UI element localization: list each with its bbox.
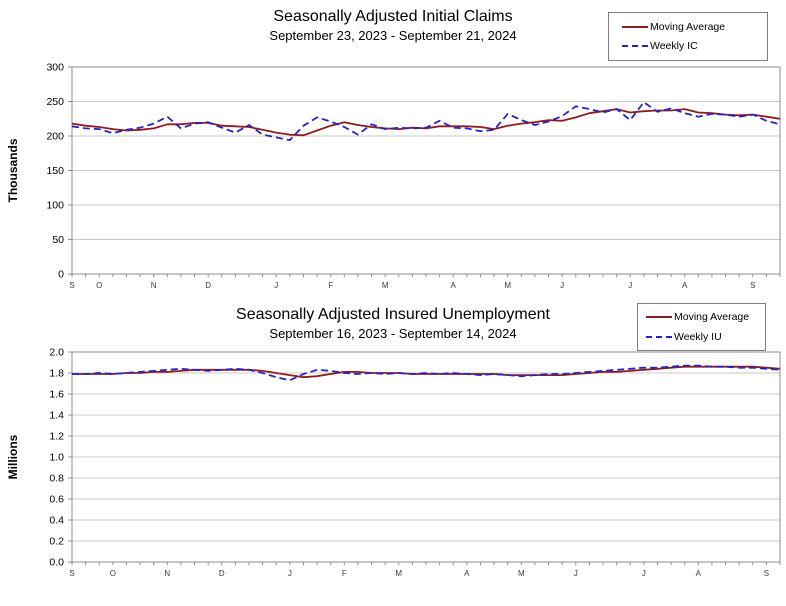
legend-label: Weekly IC <box>650 40 698 53</box>
y-axis-tick-label: 0.8 <box>49 473 64 485</box>
x-axis-month-label: M <box>504 281 511 290</box>
legend-label: Moving Average <box>674 311 750 324</box>
x-axis-month-label: J <box>288 569 292 578</box>
y-axis-tick-label: 1.0 <box>49 452 64 464</box>
x-axis-month-label: M <box>395 569 402 578</box>
x-axis-month-label: N <box>164 569 170 578</box>
legend-item-moving-average: Moving Average <box>622 21 767 33</box>
insured-unemployment-subtitle: September 16, 2023 - September 14, 2024 <box>269 326 517 341</box>
x-axis-month-label: O <box>110 569 116 578</box>
x-axis-month-label: S <box>750 281 755 290</box>
moving-average-line-swatch <box>646 316 672 319</box>
x-axis-month-label: S <box>69 569 74 578</box>
insured-unemployment-plot: 0.0 0.2 0.4 0.6 0.8 1.0 1.2 1.4 1.6 1.8 2.0 S O N D J F M… <box>6 347 781 578</box>
x-axis-month-label: F <box>328 281 333 290</box>
x-axis-month-label: F <box>342 569 347 578</box>
y-axis-title: Millions <box>6 434 20 479</box>
y-axis-tick-label: 0.6 <box>49 494 64 506</box>
x-axis-month-label: J <box>274 281 278 290</box>
x-axis-month-label: D <box>205 281 211 290</box>
y-axis-tick-label: 300 <box>46 62 64 74</box>
y-axis-tick-label: 0.4 <box>49 515 64 527</box>
initial-claims-plot: 0 50 100 150 200 250 300 S O N D J F M A M J J A S Thousands <box>6 62 781 290</box>
insured-unemployment-legend: Moving Average Weekly IU <box>637 303 766 351</box>
initial-claims-title: Seasonally Adjusted Initial Claims <box>273 8 513 25</box>
y-axis-tick-label: 0 <box>58 269 64 281</box>
x-axis-month-label: M <box>382 281 389 290</box>
y-axis-tick-label: 150 <box>46 165 64 177</box>
x-axis-month-label: J <box>642 569 646 578</box>
x-axis-month-label: A <box>464 569 470 578</box>
y-axis-tick-label: 1.6 <box>49 389 64 401</box>
y-axis-tick-label: 1.2 <box>49 431 64 443</box>
y-axis-title: Thousands <box>6 138 20 202</box>
moving-average-line-swatch <box>622 25 648 28</box>
y-axis-tick-label: 1.4 <box>49 410 64 422</box>
weekly-ic-line <box>71 101 781 142</box>
y-axis-tick-label: 100 <box>46 200 64 212</box>
initial-claims-subtitle: September 23, 2023 - September 21, 2024 <box>269 28 517 43</box>
y-axis-tick-label: 0.2 <box>49 536 64 548</box>
x-axis-month-label: J <box>574 569 578 578</box>
x-axis-month-label: A <box>451 281 457 290</box>
weekly-iu-line <box>72 364 781 382</box>
moving-average-line <box>71 108 781 137</box>
weekly-iu-line-swatch <box>646 335 672 338</box>
x-axis-month-label: M <box>518 569 525 578</box>
x-axis-month-label: J <box>628 281 632 290</box>
x-axis-month-label: J <box>560 281 564 290</box>
y-axis-tick-label: 2.0 <box>49 347 64 359</box>
legend-label: Moving Average <box>650 20 726 33</box>
legend-item-weekly-ic: Weekly IC <box>622 40 767 52</box>
x-axis-month-label: D <box>219 569 225 578</box>
y-axis-tick-label: 250 <box>46 96 64 108</box>
y-axis-tick-label: 50 <box>52 234 64 246</box>
x-axis-month-label: A <box>696 569 702 578</box>
moving-average-line <box>72 365 781 379</box>
x-axis-month-label: S <box>69 281 74 290</box>
y-axis-tick-label: 200 <box>46 131 64 143</box>
y-axis-tick-label: 0.0 <box>49 557 64 569</box>
weekly-ic-line-swatch <box>622 45 648 48</box>
x-axis-month-label: O <box>96 281 102 290</box>
y-axis-tick-label: 1.8 <box>49 368 64 380</box>
legend-item-weekly-iu: Weekly IU <box>646 331 765 343</box>
x-axis-month-label: A <box>682 281 688 290</box>
legend-label: Weekly IU <box>674 330 722 343</box>
insured-unemployment-title: Seasonally Adjusted Insured Unemployment <box>236 306 550 323</box>
x-axis-month-label: N <box>151 281 157 290</box>
initial-claims-legend: Moving Average Weekly IC <box>608 12 768 61</box>
legend-item-moving-average: Moving Average <box>646 311 765 323</box>
x-axis-month-label: S <box>764 569 769 578</box>
